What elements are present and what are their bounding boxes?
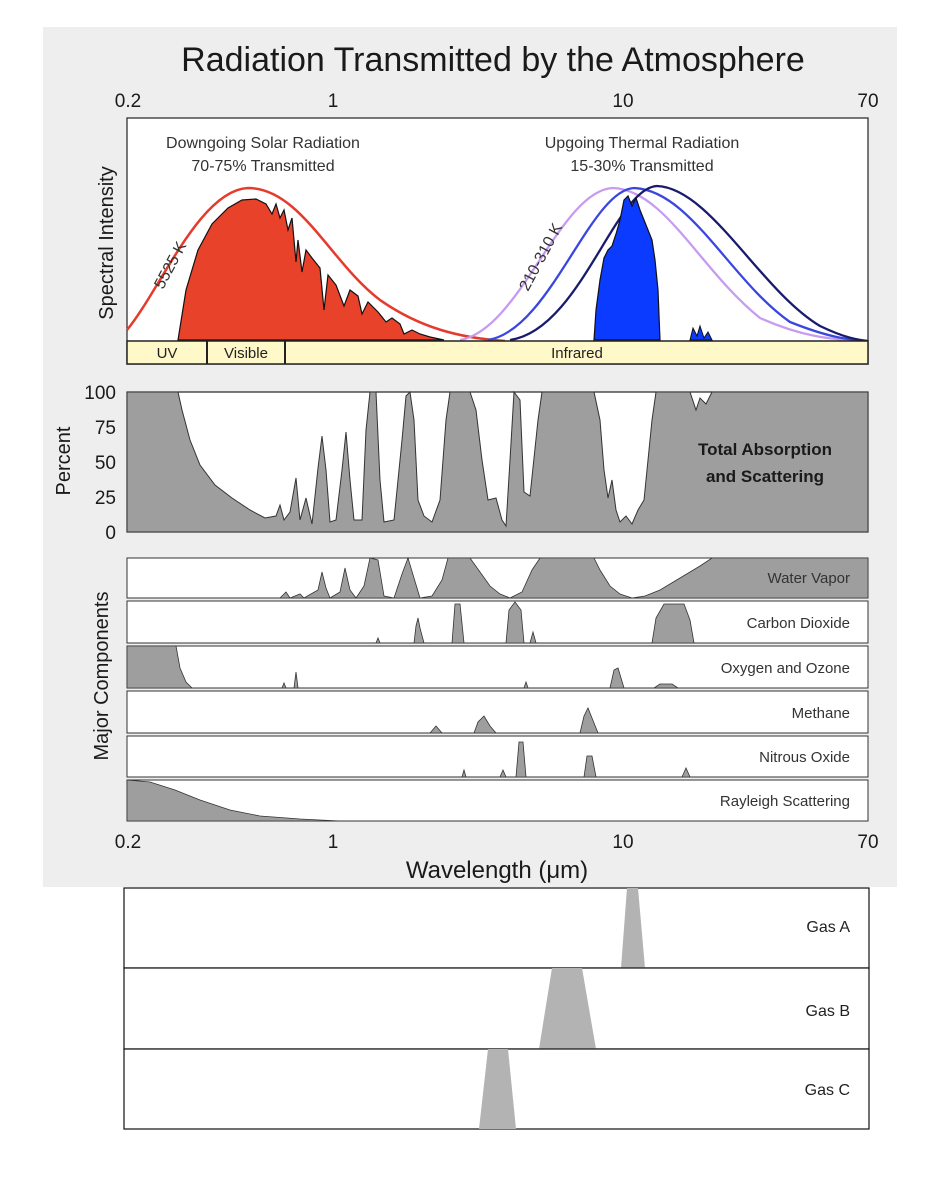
components-y-label: Major Components (91, 592, 113, 761)
carbon-dioxide-frame (126, 600, 869, 644)
band-infrared: Infrared (551, 345, 603, 362)
methane-frame (126, 690, 869, 734)
solar-title-line2: 70-75% Transmitted (191, 158, 334, 175)
thermal-title-line2: 15-30% Transmitted (570, 158, 713, 175)
band-bar (126, 340, 869, 365)
gas-a-band (621, 888, 645, 968)
rayleigh-area (126, 779, 341, 822)
component-methane: Methane (792, 705, 850, 722)
components-panel: Major Components Water Vapor Carbon Diox… (91, 556, 869, 822)
component-carbon-dioxide: Carbon Dioxide (747, 615, 850, 632)
thermal-curve-dark (509, 184, 869, 343)
oxygen-ozone-area (126, 645, 680, 689)
carbon-dioxide-area (375, 601, 695, 644)
top-tick-0.2: 0.2 (115, 91, 141, 112)
bottom-tick-1: 1 (328, 832, 339, 853)
top-tick-10: 10 (612, 91, 633, 112)
thermal-transmitted-area (593, 194, 661, 341)
bottom-tick-70: 70 (857, 832, 878, 853)
component-nitrous-oxide: Nitrous Oxide (759, 749, 850, 766)
spectral-y-label: Spectral Intensity (96, 166, 118, 319)
y-tick-25: 25 (95, 488, 116, 509)
oxygen-ozone-frame (126, 645, 869, 689)
thermal-curve-mid (487, 186, 869, 343)
absorption-label-line2: and Scattering (706, 467, 824, 486)
nitrous-oxide-frame (126, 735, 869, 778)
water-vapor-area (279, 556, 869, 599)
gas-b-band (539, 968, 596, 1049)
gas-panels: Gas A Gas B Gas C (123, 887, 870, 1130)
thermal-small-peaks (689, 324, 713, 341)
solar-blackbody-curve (126, 186, 506, 343)
absorption-panel: Percent 100 75 50 25 0 Total Absorption … (53, 383, 869, 544)
gas-b-label: Gas B (806, 1003, 850, 1020)
thermal-title-line1: Upgoing Thermal Radiation (545, 135, 739, 152)
methane-area (429, 707, 599, 734)
gas-b-frame (123, 967, 870, 1050)
absorption-label-line1: Total Absorption (698, 440, 832, 459)
solar-title-line1: Downgoing Solar Radiation (166, 135, 360, 152)
component-water-vapor: Water Vapor (767, 570, 850, 587)
bottom-tick-10: 10 (612, 832, 633, 853)
bottom-tick-0.2: 0.2 (115, 832, 141, 853)
spectral-panel: Downgoing Solar Radiation 70-75% Transmi… (126, 117, 869, 365)
y-tick-0: 0 (105, 523, 116, 544)
y-tick-75: 75 (95, 418, 116, 439)
thermal-curve-light (459, 186, 869, 343)
gas-a-frame (123, 887, 870, 969)
absorption-y-label: Percent (53, 426, 75, 495)
gas-a-label: Gas A (806, 919, 850, 936)
top-tick-1: 1 (328, 91, 339, 112)
solar-transmitted-area (177, 198, 445, 341)
y-tick-100: 100 (84, 383, 116, 404)
component-rayleigh: Rayleigh Scattering (720, 793, 850, 810)
chart-title: Radiation Transmitted by the Atmosphere (181, 41, 805, 79)
top-tick-70: 70 (857, 91, 878, 112)
component-oxygen-ozone: Oxygen and Ozone (721, 660, 850, 677)
gas-c-band (479, 1049, 516, 1129)
total-absorption-area (126, 390, 869, 533)
x-axis-title: Wavelength (μm) (406, 857, 588, 884)
y-tick-50: 50 (95, 453, 116, 474)
band-visible: Visible (224, 345, 268, 362)
gas-c-label: Gas C (805, 1082, 850, 1099)
nitrous-oxide-area (461, 741, 691, 778)
band-uv: UV (157, 345, 178, 362)
